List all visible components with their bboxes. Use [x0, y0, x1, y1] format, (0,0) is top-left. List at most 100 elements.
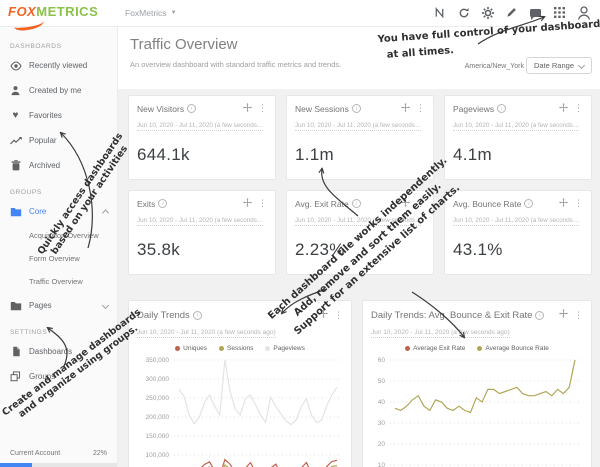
account-usage: Current Account 22%	[0, 450, 117, 467]
chart-title: Daily Trends	[137, 309, 190, 321]
legend-item[interactable]: Uniques	[175, 345, 207, 352]
tile-title: Exits	[137, 198, 156, 209]
svg-text:40: 40	[378, 399, 386, 406]
sidebar-item-created-by-me[interactable]: Created by me	[0, 78, 117, 103]
move-icon[interactable]	[559, 198, 568, 209]
refresh-icon[interactable]	[457, 6, 470, 19]
sidebar-item-traffic-overview[interactable]: Traffic Overview	[0, 270, 117, 293]
info-icon[interactable]: i	[351, 104, 361, 113]
logo-fox-text: FOX	[8, 4, 37, 19]
workspace-name: FoxMetrics	[125, 8, 167, 18]
kebab-menu-icon[interactable]: ⋮	[416, 198, 425, 208]
metric-tiles: New Visitors i ⋮ Jun 10, 2020 - Jul 11, 2…	[128, 95, 592, 275]
person-icon	[9, 85, 22, 96]
current-account-label: Current Account	[10, 450, 61, 457]
move-icon[interactable]	[559, 309, 568, 321]
item-label: Archived	[29, 161, 61, 170]
sidebar-group-core[interactable]: Core	[0, 199, 117, 224]
move-icon[interactable]	[243, 198, 252, 209]
sidebar-group-pages[interactable]: Pages	[0, 293, 117, 318]
chart-title: Daily Trends: Avg. Bounce & Exit Rate	[371, 309, 533, 321]
daily-trends-chart[interactable]: Daily Trends i ⋮ Jun 10, 2020 - Jul 11, 2…	[128, 300, 352, 467]
info-icon[interactable]: i	[187, 104, 197, 113]
tile-avg-bounce-rate[interactable]: Avg. Bounce Rate i ⋮ Jun 10, 2020 - Jul 1…	[444, 190, 592, 275]
item-label: Pages	[29, 301, 52, 310]
foxmetrics-logo[interactable]: FOXMETRICS	[8, 4, 98, 32]
info-icon[interactable]: i	[535, 310, 545, 320]
n-icon[interactable]	[433, 6, 446, 19]
sidebar-item-form-overview[interactable]: Form Overview	[0, 247, 117, 270]
svg-text:350,000: 350,000	[146, 357, 170, 364]
kebab-menu-icon[interactable]: ⋮	[416, 103, 425, 113]
tile-new-sessions[interactable]: New Sessions i ⋮ Jun 10, 2020 - Jul 11, 2…	[286, 95, 434, 180]
legend-dot	[477, 346, 483, 351]
date-range-button[interactable]: Date Range	[525, 57, 592, 74]
move-icon[interactable]	[243, 103, 252, 114]
tile-date-range: Jun 10, 2020 - Jul 11, 2020 (a few secon…	[137, 122, 264, 131]
section-label-dashboards: DASHBOARDS	[10, 43, 62, 50]
svg-text:60: 60	[378, 357, 386, 364]
legend-item[interactable]: Pageviews	[265, 345, 305, 352]
sidebar-item-archived[interactable]: Archived	[0, 153, 117, 178]
tile-date-range: Jun 10, 2020 - Jul 11, 2020 (a few secon…	[295, 217, 422, 226]
kebab-menu-icon[interactable]: ⋮	[574, 309, 583, 320]
kebab-menu-icon[interactable]: ⋮	[258, 103, 267, 113]
item-label: Core	[29, 207, 47, 216]
tile-avg-exit-rate[interactable]: Avg. Exit Rate i ⋮ Jun 10, 2020 - Jul 11,…	[286, 190, 434, 275]
legend-item[interactable]: Sessions	[219, 345, 253, 352]
folder-icon	[9, 207, 22, 217]
move-icon[interactable]	[319, 309, 328, 321]
info-icon[interactable]: i	[497, 104, 507, 113]
tile-value: 644.1k	[137, 145, 190, 164]
kebab-menu-icon[interactable]: ⋮	[574, 198, 583, 208]
info-icon[interactable]: i	[351, 199, 361, 208]
workspace-selector[interactable]: FoxMetrics ▼	[125, 8, 177, 18]
kebab-menu-icon[interactable]: ⋮	[258, 198, 267, 208]
sidebar-item-recently-viewed[interactable]: Recently viewed	[0, 53, 117, 78]
move-icon[interactable]	[401, 198, 410, 209]
sidebar-item-favorites[interactable]: ♥ Favorites	[0, 103, 117, 128]
topbar-icons	[433, 6, 566, 20]
pencil-icon[interactable]	[505, 6, 518, 19]
move-icon[interactable]	[401, 103, 410, 114]
sidebar-item-acquisition-overview[interactable]: Acquisition Overview	[0, 224, 117, 247]
tile-new-visitors[interactable]: New Visitors i ⋮ Jun 10, 2020 - Jul 11, 2…	[128, 95, 276, 180]
tile-date-range: Jun 10, 2020 - Jul 11, 2020 (a few secon…	[453, 217, 580, 226]
sidebar-item-dashboards-settings[interactable]: Dashboards	[0, 339, 117, 364]
svg-text:150,000: 150,000	[146, 433, 170, 440]
chart-legend: Uniques Sessions Pageviews	[137, 345, 343, 352]
groups-icon	[9, 371, 22, 382]
info-icon[interactable]: i	[524, 199, 534, 208]
sidebar-item-popular[interactable]: Popular	[0, 128, 117, 153]
line-chart-plot: 350,000 300,000 250,000 200,000 150,000 100,0…	[146, 357, 341, 467]
tile-title: Avg. Exit Rate	[295, 198, 349, 209]
tile-exits[interactable]: Exits i ⋮ Jun 10, 2020 - Jul 11, 2020 (a …	[128, 190, 276, 275]
avatar-icon[interactable]	[575, 4, 592, 21]
page-subtitle: An overview dashboard with standard traf…	[130, 60, 342, 69]
chart-panels: Daily Trends i ⋮ Jun 10, 2020 - Jul 11, 2…	[128, 300, 592, 467]
legend-item[interactable]: Average Bounce Rate	[477, 345, 549, 352]
chevron-up-icon[interactable]	[101, 209, 110, 217]
bounce-exit-rate-chart[interactable]: Daily Trends: Avg. Bounce & Exit Rate i ⋮…	[362, 300, 592, 467]
sidebar: DASHBOARDS Recently viewed Created by me…	[0, 26, 118, 467]
tile-pageviews[interactable]: Pageviews i ⋮ Jun 10, 2020 - Jul 11, 2020…	[444, 95, 592, 180]
tile-title: Pageviews	[453, 103, 495, 114]
legend-item[interactable]: Average Exit Rate	[405, 345, 465, 352]
info-icon[interactable]: i	[158, 199, 168, 208]
item-label: Acquisition Overview	[29, 231, 99, 240]
chevron-down-icon[interactable]	[101, 301, 110, 310]
svg-text:50: 50	[378, 378, 386, 385]
sidebar-item-groups-settings[interactable]: Groups	[0, 364, 117, 389]
chart-legend: Average Exit Rate Average Bounce Rate	[371, 345, 583, 352]
move-icon[interactable]	[559, 103, 568, 114]
legend-dot	[175, 346, 181, 351]
info-icon[interactable]: i	[192, 310, 202, 320]
gear-icon[interactable]	[481, 6, 494, 19]
kebab-menu-icon[interactable]: ⋮	[574, 103, 583, 113]
svg-text:250,000: 250,000	[146, 395, 170, 402]
timezone-label: America/New_York	[464, 63, 524, 70]
chat-icon[interactable]	[529, 6, 542, 20]
kebab-menu-icon[interactable]: ⋮	[334, 309, 343, 320]
apps-grid-icon[interactable]	[553, 6, 566, 19]
tile-date-range: Jun 10, 2020 - Jul 11, 2020 (a few secon…	[453, 122, 580, 131]
